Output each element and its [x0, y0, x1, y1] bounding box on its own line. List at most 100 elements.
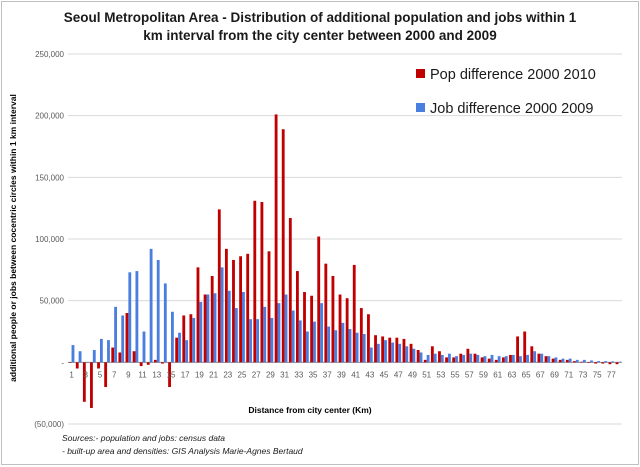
- job-bar: [490, 354, 494, 363]
- x-tick-label: 25: [238, 370, 247, 379]
- job-bar: [618, 361, 622, 363]
- job-bar: [78, 351, 82, 363]
- pop-bar: [430, 346, 434, 363]
- pop-bar: [125, 313, 129, 363]
- pop-bar: [246, 253, 250, 363]
- job-bar: [455, 356, 458, 363]
- pop-bar: [175, 337, 179, 363]
- job-bar: [604, 361, 608, 363]
- pop-bar: [537, 353, 541, 363]
- pop-bar: [381, 336, 385, 363]
- bars: [68, 114, 622, 408]
- job-bar: [376, 343, 380, 363]
- x-tick-label: 39: [337, 370, 346, 379]
- x-tick-label: 43: [365, 370, 374, 379]
- pop-bar: [438, 351, 441, 363]
- job-bar: [391, 342, 395, 363]
- job-bar: [320, 303, 323, 363]
- pop-bar: [196, 267, 200, 363]
- pop-bar: [572, 361, 576, 363]
- job-bar: [71, 345, 75, 363]
- pop-bar: [111, 347, 115, 363]
- job-bar: [476, 354, 480, 363]
- legend-label-job: Job difference 2000 2009: [430, 101, 593, 117]
- x-tick-label: 45: [380, 370, 389, 379]
- pop-bar: [345, 298, 349, 363]
- pop-bar: [253, 200, 257, 363]
- job-bar: [156, 259, 160, 363]
- pop-bar: [423, 359, 427, 363]
- x-tick-label: 51: [422, 370, 431, 379]
- x-tick-label: 61: [493, 370, 502, 379]
- pop-bar: [402, 338, 406, 363]
- x-tick-label: 9: [126, 370, 131, 379]
- job-bar: [220, 267, 224, 363]
- chart-title-line-1: Seoul Metropolitan Area - Distribution o…: [64, 10, 577, 25]
- x-tick-label: 59: [479, 370, 488, 379]
- pop-bar: [104, 362, 108, 387]
- gridlines: [68, 53, 622, 425]
- pop-bar: [544, 356, 548, 363]
- pop-bar: [295, 271, 299, 363]
- pop-bar: [288, 218, 292, 363]
- job-bar: [405, 346, 409, 363]
- job-bar: [85, 362, 89, 363]
- x-tick-label: 77: [607, 370, 616, 379]
- job-bar: [277, 303, 281, 363]
- job-bar: [313, 321, 316, 363]
- pop-bar: [601, 362, 605, 364]
- job-bar: [163, 283, 167, 363]
- pop-bar: [168, 362, 171, 387]
- job-bar: [511, 354, 515, 363]
- job-bar: [398, 343, 402, 363]
- job-bar: [213, 293, 217, 363]
- pop-bar: [139, 362, 143, 367]
- job-bar: [611, 361, 615, 363]
- job-bar: [440, 354, 444, 363]
- job-bar: [469, 353, 473, 363]
- x-tick-label: 17: [181, 370, 190, 379]
- job-bar: [149, 248, 153, 363]
- job-bar: [526, 354, 529, 363]
- pop-bar: [558, 359, 562, 363]
- x-tick-label: 57: [465, 370, 474, 379]
- pop-bar: [232, 259, 235, 363]
- pop-bar: [615, 362, 619, 365]
- job-bar: [362, 333, 366, 363]
- x-tick-label: 3: [84, 370, 89, 379]
- pop-bar: [409, 343, 413, 363]
- pop-bar: [324, 263, 328, 363]
- pop-bar: [445, 357, 448, 363]
- pop-bar: [416, 350, 420, 363]
- job-bar: [135, 271, 139, 363]
- pop-bar: [189, 314, 193, 363]
- job-bar: [263, 306, 267, 363]
- legend: Pop difference 2000 2010 Job difference …: [416, 67, 596, 117]
- y-tick-label: 100,000: [35, 235, 64, 244]
- job-bar: [192, 317, 196, 363]
- y-tick-label: (50,000): [34, 420, 64, 429]
- pop-bar: [501, 357, 505, 363]
- job-bar: [384, 340, 387, 363]
- pop-bar: [494, 359, 498, 363]
- pop-bar: [587, 362, 591, 363]
- job-bar: [270, 317, 274, 363]
- pop-bar: [473, 353, 477, 363]
- pop-bar: [388, 337, 392, 363]
- x-tick-label: 75: [593, 370, 602, 379]
- pop-bar: [217, 209, 221, 363]
- pop-bar: [75, 362, 79, 369]
- pop-bar: [530, 346, 534, 363]
- pop-bar: [452, 357, 456, 363]
- pop-bar: [317, 236, 321, 363]
- pop-bar: [594, 362, 598, 364]
- x-tick-label: 47: [394, 370, 403, 379]
- source-line-1: Sources:- population and jobs: census da…: [62, 433, 225, 443]
- pop-bar: [146, 362, 150, 365]
- x-tick-label: 7: [112, 370, 117, 379]
- job-bar: [128, 272, 132, 363]
- job-bar: [107, 340, 110, 363]
- x-tick-label: 69: [550, 370, 559, 379]
